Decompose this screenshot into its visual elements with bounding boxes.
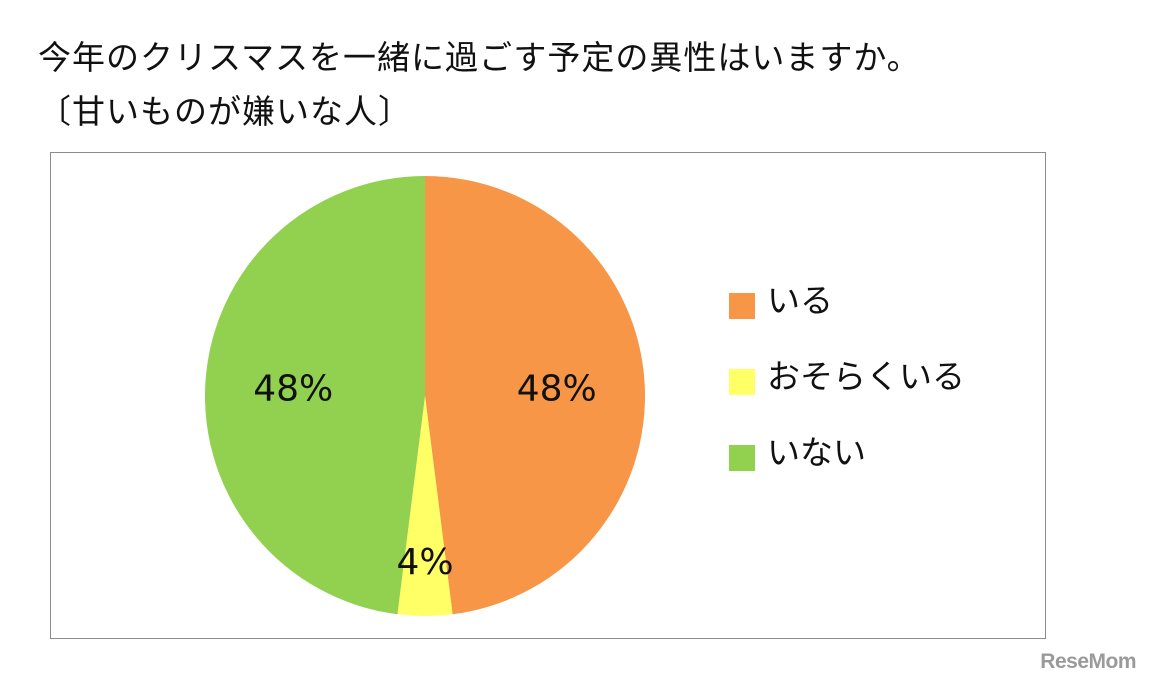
pie-slice-iru bbox=[425, 176, 645, 615]
data-label-inai: 48% bbox=[253, 369, 333, 410]
data-label-osoraku-iru: 4% bbox=[396, 542, 453, 583]
legend-swatch-inai bbox=[729, 445, 755, 471]
legend-label-iru: いる bbox=[767, 281, 833, 320]
legend-swatch-osoraku-iru bbox=[729, 369, 755, 395]
resemom-logo: ReseMom bbox=[1040, 650, 1136, 673]
pie-slice-osoraku-iru bbox=[397, 396, 453, 616]
legend-swatch-iru bbox=[729, 293, 755, 319]
chart-area: 48% 4% 48% いる おそらくいる いない bbox=[50, 152, 1046, 639]
pie-slice-inai bbox=[204, 176, 425, 615]
chart-title-line-2: 〔甘いものが嫌いな人〕 bbox=[38, 92, 412, 131]
data-label-iru: 48% bbox=[517, 369, 597, 410]
legend-label-osoraku-iru: おそらくいる bbox=[767, 357, 965, 396]
pie-chart: 48% 4% 48% bbox=[204, 176, 645, 616]
legend-label-inai: いない bbox=[767, 433, 866, 472]
chart-title-line-1: 今年のクリスマスを一緒に過ごす予定の異性はいますか。 bbox=[38, 38, 921, 77]
